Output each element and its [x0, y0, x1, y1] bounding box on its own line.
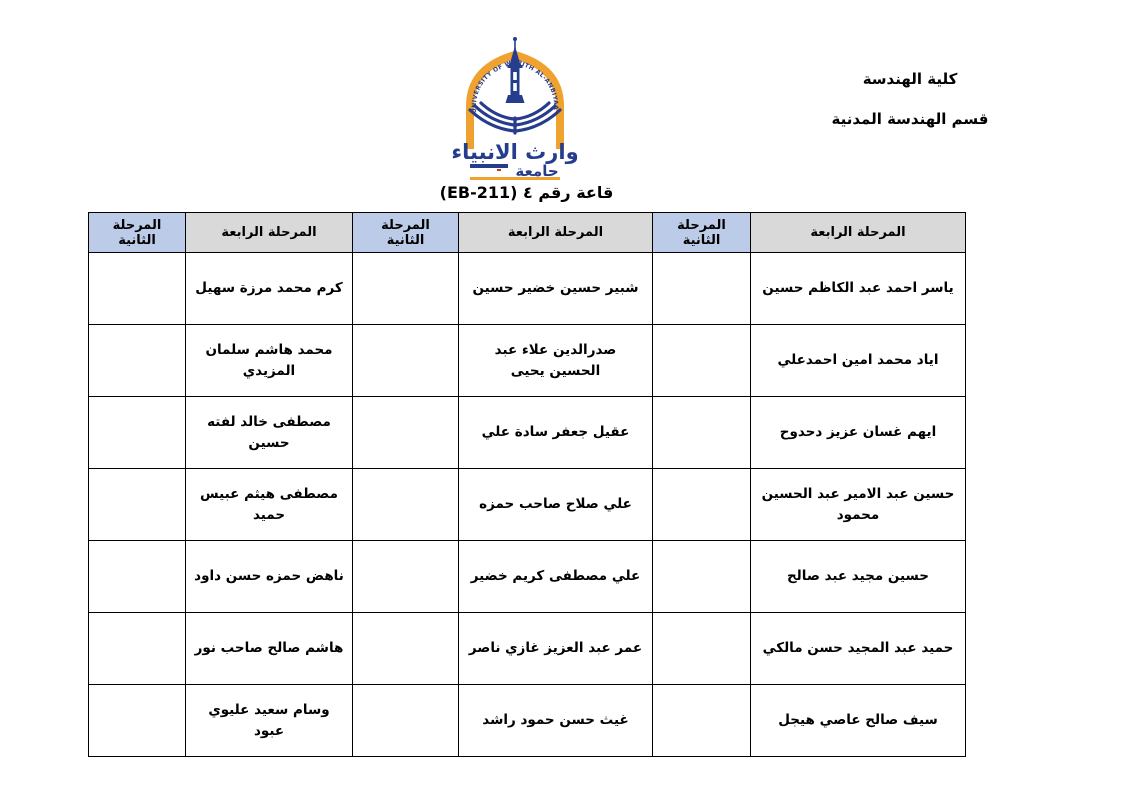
- empty-cell: [88, 612, 186, 685]
- college-header: كلية الهندسة قسم الهندسة المدنية: [815, 70, 1005, 128]
- department-name: قسم الهندسة المدنية: [831, 110, 989, 128]
- table-body: ياسر احمد عبد الكاظم حسين شبير حسين خضير …: [88, 252, 966, 757]
- column-header-stage4: المرحلة الرابعة: [458, 212, 653, 253]
- empty-cell: [88, 324, 186, 397]
- student-name-cell: عمر عبد العزيز غازي ناصر: [458, 612, 653, 685]
- empty-cell: [88, 540, 186, 613]
- column-header-stage2: المرحلة الثانية: [352, 212, 459, 253]
- empty-cell: [352, 252, 459, 325]
- student-name-cell: سيف صالح عاصي هيجل: [750, 684, 966, 757]
- student-name-cell: محمد هاشم سلمان المزيدي: [185, 324, 353, 397]
- student-name-cell: علي مصطفى كريم خضير: [458, 540, 653, 613]
- empty-cell: [352, 684, 459, 757]
- logo-small-red-mark: [497, 169, 501, 171]
- student-name-cell: ناهض حمزه حسن داود: [185, 540, 353, 613]
- table-row: اياد محمد امين احمدعلي صدرالدين علاء عبد …: [88, 324, 966, 397]
- table-row: حميد عبد المجيد حسن مالكي عمر عبد العزيز …: [88, 612, 966, 685]
- column-header-stage2: المرحلة الثانية: [88, 212, 186, 253]
- empty-cell: [652, 612, 751, 685]
- student-name-cell: شبير حسين خضير حسين: [458, 252, 653, 325]
- hall-title: قاعة رقم ٤ (EB-211): [439, 183, 614, 202]
- column-header-stage2: المرحلة الثانية: [652, 212, 751, 253]
- logo-minaret: [505, 37, 525, 103]
- table-row: سيف صالح عاصي هيجل غيث حسن حمود راشد وسام …: [88, 684, 966, 757]
- student-name-cell: غيث حسن حمود راشد: [458, 684, 653, 757]
- student-name-cell: ايهم غسان عزيز دحدوح: [750, 396, 966, 469]
- student-name-cell: عقيل جعفر سادة علي: [458, 396, 653, 469]
- logo-flourish: [470, 164, 508, 168]
- seating-table: المرحلة الرابعة المرحلة الثانية المرحلة ال…: [88, 212, 966, 757]
- table-head: المرحلة الرابعة المرحلة الثانية المرحلة ال…: [88, 212, 966, 253]
- student-name-cell: اياد محمد امين احمدعلي: [750, 324, 966, 397]
- university-logo-image: UNIVERSITY OF WARITH AL-ANBIYAA وارث الا…: [451, 37, 579, 180]
- empty-cell: [652, 324, 751, 397]
- student-name-cell: مصطفى هيثم عبيس حميد: [185, 468, 353, 541]
- student-name-cell: كرم محمد مرزة سهيل: [185, 252, 353, 325]
- empty-cell: [652, 540, 751, 613]
- student-name-cell: صدرالدين علاء عبد الحسين يحيى: [458, 324, 653, 397]
- student-name-cell: هاشم صالح صاحب نور: [185, 612, 353, 685]
- empty-cell: [352, 540, 459, 613]
- student-name-cell: وسام سعيد عليوي عبود: [185, 684, 353, 757]
- empty-cell: [88, 684, 186, 757]
- table-row: حسين عبد الامير عبد الحسين محمود علي صلاح…: [88, 468, 966, 541]
- column-header-stage4: المرحلة الرابعة: [185, 212, 353, 253]
- empty-cell: [88, 396, 186, 469]
- header-row: المرحلة الرابعة المرحلة الثانية المرحلة ال…: [88, 212, 966, 253]
- student-name-cell: حميد عبد المجيد حسن مالكي: [750, 612, 966, 685]
- logo-word-university: جامعة: [515, 162, 558, 180]
- university-logo: UNIVERSITY OF WARITH AL-ANBIYAA وارث الا…: [440, 34, 590, 182]
- student-name-cell: ياسر احمد عبد الكاظم حسين: [750, 252, 966, 325]
- empty-cell: [652, 684, 751, 757]
- student-name-cell: علي صلاح صاحب حمزه: [458, 468, 653, 541]
- empty-cell: [352, 396, 459, 469]
- logo-calligraphy: وارث الانبياء: [451, 140, 578, 164]
- empty-cell: [352, 468, 459, 541]
- empty-cell: [652, 252, 751, 325]
- empty-cell: [652, 468, 751, 541]
- empty-cell: [652, 396, 751, 469]
- logo-book-wings: [468, 101, 562, 135]
- student-name-cell: مصطفى خالد لفته حسين: [185, 396, 353, 469]
- student-name-cell: حسين عبد الامير عبد الحسين محمود: [750, 468, 966, 541]
- student-name-cell: حسين مجيد عبد صالح: [750, 540, 966, 613]
- table-row: ايهم غسان عزيز دحدوح عقيل جعفر سادة علي مص…: [88, 396, 966, 469]
- empty-cell: [352, 612, 459, 685]
- column-header-stage4: المرحلة الرابعة: [750, 212, 966, 253]
- logo-underline: [470, 177, 560, 180]
- empty-cell: [352, 324, 459, 397]
- empty-cell: [88, 252, 186, 325]
- table-row: ياسر احمد عبد الكاظم حسين شبير حسين خضير …: [88, 252, 966, 325]
- college-name: كلية الهندسة: [862, 70, 958, 88]
- table-row: حسين مجيد عبد صالح علي مصطفى كريم خضير ناه…: [88, 540, 966, 613]
- empty-cell: [88, 468, 186, 541]
